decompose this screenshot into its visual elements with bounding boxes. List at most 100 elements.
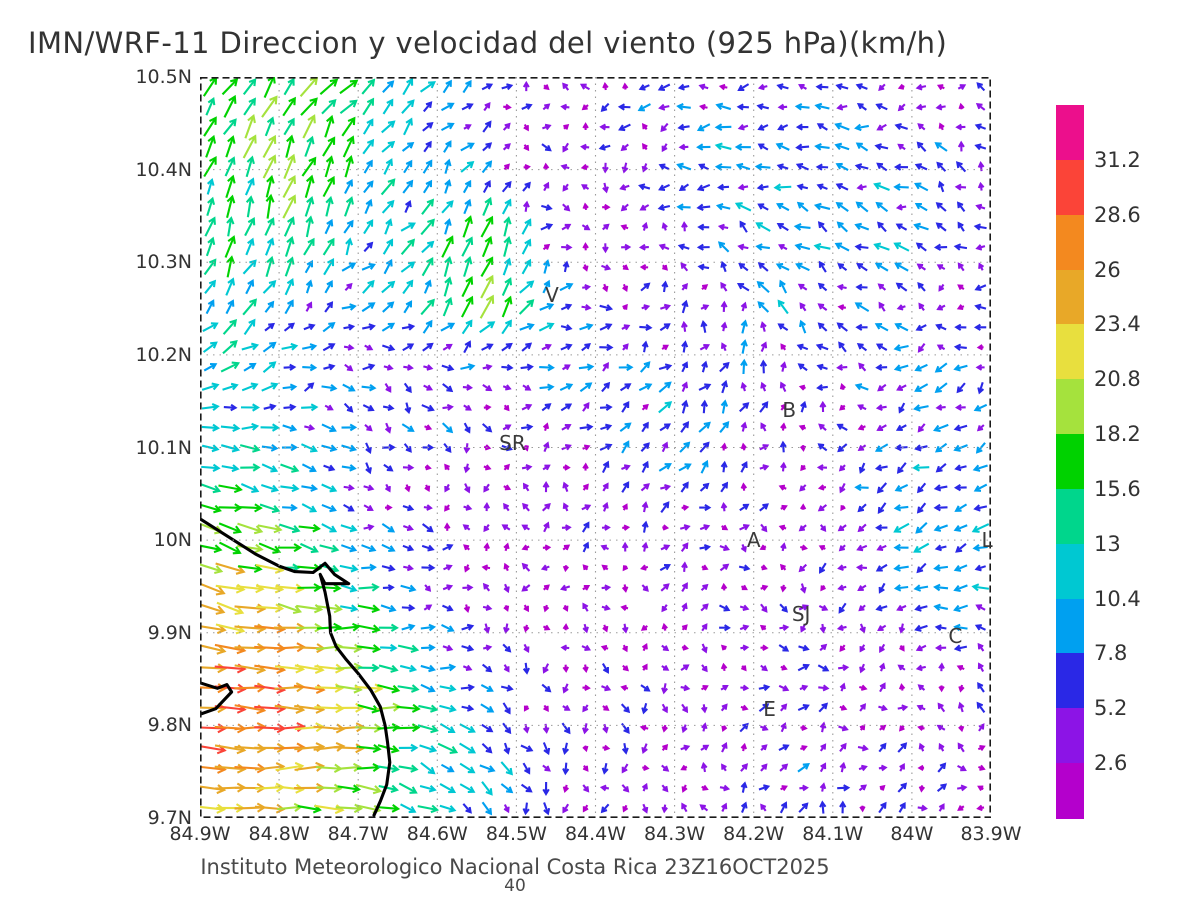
wind-arrow: [721, 741, 728, 753]
wind-arrow: [739, 503, 750, 512]
wind-arrow: [760, 341, 768, 352]
wind-arrow: [582, 745, 589, 753]
wind-arrow: [522, 802, 530, 816]
wind-arrow: [696, 143, 711, 151]
wind-arrow: [701, 360, 709, 373]
wind-arrow: [562, 705, 571, 711]
wind-arrow: [422, 122, 434, 132]
wind-arrow: [818, 260, 827, 273]
wind-arrow: [463, 340, 472, 354]
wind-arrow: [344, 155, 354, 178]
wind-arrow: [619, 184, 630, 191]
x-tick-label: 83.9W: [960, 823, 1022, 845]
wind-arrow: [857, 444, 867, 451]
wind-arrow: [302, 114, 316, 139]
wind-arrow: [382, 98, 394, 115]
wind-arrow: [304, 174, 315, 198]
wind-arrow: [322, 343, 336, 352]
wind-arrow: [222, 118, 237, 135]
wind-arrow: [462, 524, 471, 531]
wind-arrow: [799, 302, 807, 312]
wind-arrow: [401, 141, 415, 152]
wind-arrow: [879, 724, 887, 731]
wind-arrow: [441, 422, 454, 434]
wind-arrow: [483, 483, 490, 493]
wind-arrow: [482, 196, 493, 216]
wind-arrow: [773, 183, 792, 192]
wind-arrow: [681, 582, 688, 592]
wind-arrow: [698, 421, 711, 433]
wind-arrow: [859, 703, 867, 712]
colorbar-band: [1056, 598, 1084, 655]
wind-arrow: [581, 104, 589, 111]
wind-arrow: [800, 503, 807, 510]
wind-arrow: [443, 564, 453, 571]
wind-arrow: [403, 364, 414, 371]
wind-arrow: [738, 564, 751, 572]
wind-arrow: [439, 722, 456, 733]
wind-arrow: [621, 722, 630, 734]
wind-arrow: [953, 564, 968, 572]
wind-arrow: [602, 705, 610, 711]
wind-arrow: [700, 459, 709, 474]
wind-arrow: [581, 343, 591, 352]
wind-arrow: [834, 142, 850, 151]
wind-arrow: [224, 235, 236, 258]
wind-arrow: [422, 159, 433, 174]
wind-arrow: [518, 299, 535, 315]
wind-arrow: [933, 524, 949, 532]
wind-arrow: [937, 180, 945, 193]
wind-arrow: [521, 544, 530, 551]
wind-arrow: [302, 363, 318, 372]
wind-arrow: [441, 623, 455, 633]
wind-arrow: [263, 403, 277, 411]
wind-arrow: [442, 584, 454, 591]
wind-arrow: [523, 643, 530, 654]
wind-arrow: [819, 623, 827, 634]
wind-arrow: [500, 761, 514, 776]
wind-arrow: [461, 236, 474, 257]
wind-arrow: [521, 464, 533, 471]
wind-arrow: [938, 742, 945, 752]
wind-arrow: [719, 361, 730, 373]
wind-arrow: [701, 564, 709, 571]
wind-arrow: [482, 142, 493, 152]
wind-arrow: [815, 83, 829, 91]
wind-arrow: [401, 604, 416, 612]
wind-arrow: [582, 462, 589, 471]
wind-arrow: [699, 504, 712, 512]
wind-arrow: [482, 383, 493, 392]
wind-arrow: [402, 544, 415, 552]
wind-arrow: [463, 404, 472, 411]
wind-arrow: [599, 343, 614, 352]
wind-arrow: [836, 283, 847, 291]
colorbar-tick-label: 13: [1094, 531, 1121, 556]
wind-arrow: [284, 235, 295, 257]
wind-arrow: [954, 503, 968, 512]
wind-arrow: [361, 302, 376, 313]
wind-arrow: [838, 602, 847, 614]
wind-arrow: [363, 180, 374, 194]
wind-arrow: [755, 222, 771, 232]
wind-arrow: [262, 280, 277, 294]
wind-arrow: [541, 683, 552, 693]
wind-arrow: [543, 584, 550, 591]
wind-arrow: [918, 302, 925, 312]
wind-arrow: [462, 584, 474, 592]
wind-arrow: [562, 502, 569, 512]
wind-arrow: [422, 101, 433, 113]
wind-arrow: [977, 662, 985, 673]
wind-arrow: [265, 193, 275, 219]
wind-arrow: [953, 444, 968, 452]
wind-arrow: [397, 644, 420, 653]
wind-arrow: [973, 504, 988, 512]
wind-arrow: [720, 582, 728, 591]
wind-arrow: [463, 564, 471, 573]
wind-arrow: [740, 442, 747, 451]
wind-arrow: [462, 803, 472, 814]
wind-arrow: [522, 482, 530, 492]
wind-arrow: [720, 281, 728, 292]
x-tick-label: 84W: [890, 823, 934, 845]
wind-arrow: [441, 200, 454, 214]
